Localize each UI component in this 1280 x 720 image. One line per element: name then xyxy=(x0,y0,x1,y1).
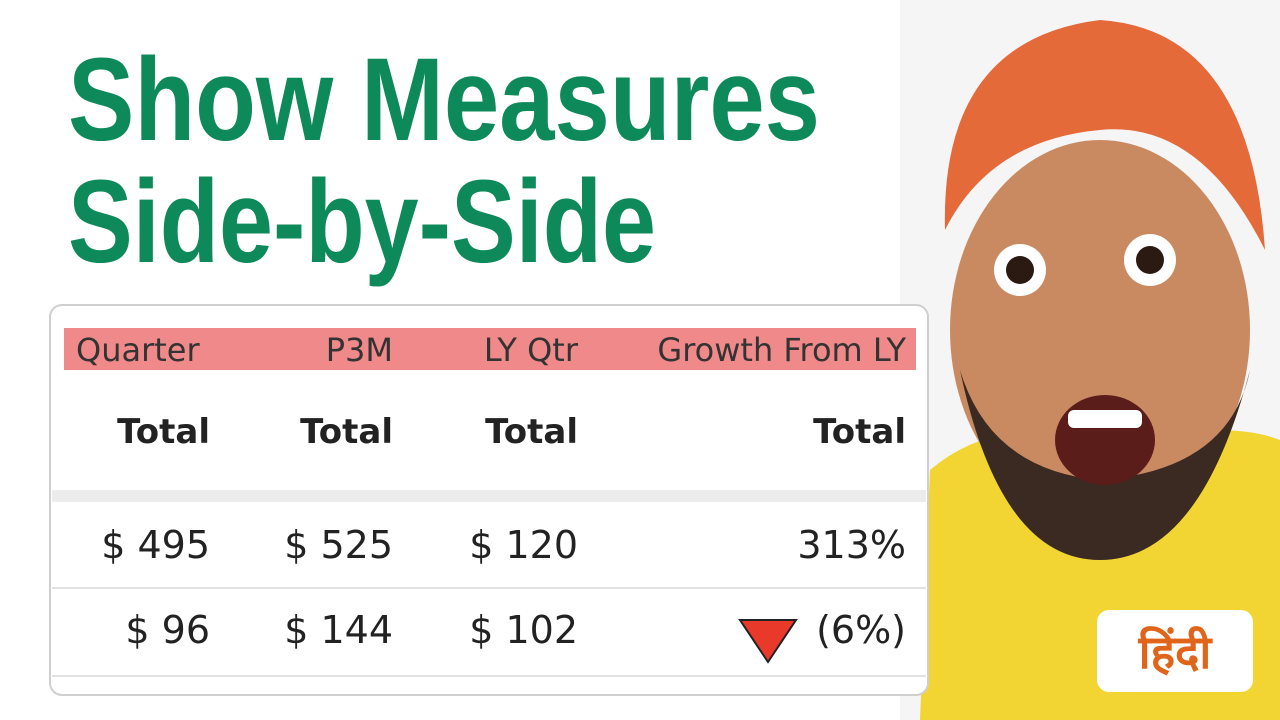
badge-box xyxy=(1097,610,1253,692)
column-header: LY Qtr xyxy=(484,331,579,369)
cell: $ 144 xyxy=(284,608,393,652)
cell: (6%) xyxy=(816,608,906,652)
badge: हिंदी xyxy=(1138,625,1214,679)
subtotal-header: Total xyxy=(117,412,210,452)
subtotal-header: Total xyxy=(813,412,906,452)
cell: $ 120 xyxy=(469,523,578,567)
subtotal-header: Total xyxy=(485,412,578,452)
column-header: Growth From LY xyxy=(657,331,906,369)
subtotal-header: Total xyxy=(300,412,393,452)
column-header: Quarter xyxy=(76,331,200,369)
table-card xyxy=(49,304,929,696)
cell: $ 96 xyxy=(125,608,210,652)
cell: $ 495 xyxy=(101,523,210,567)
cell: 313% xyxy=(797,523,906,567)
cell: $ 525 xyxy=(284,523,393,567)
column-header: P3M xyxy=(326,331,393,369)
title-line: Show Measures xyxy=(68,34,820,166)
title-line: Side-by-Side xyxy=(68,156,656,288)
cell: $ 102 xyxy=(469,608,578,652)
